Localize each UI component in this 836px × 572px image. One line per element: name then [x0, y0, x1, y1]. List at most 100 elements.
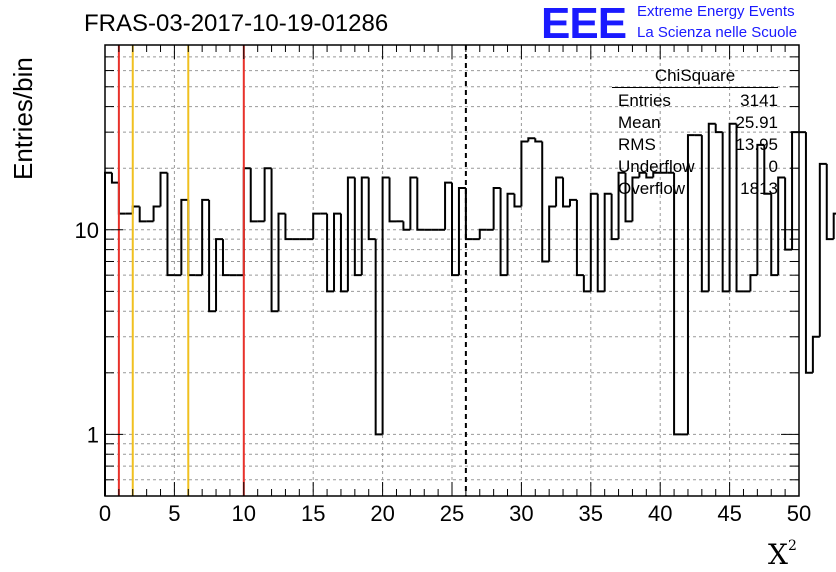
histogram-bin — [645, 172, 654, 179]
histogram-bin — [249, 168, 258, 223]
stats-value: 25.91 — [735, 113, 778, 132]
histogram-bin — [353, 177, 362, 277]
stats-value: 0 — [768, 157, 778, 176]
x-tick-label: 35 — [579, 501, 603, 526]
y-axis-label: Entries/bin — [8, 57, 38, 180]
histogram-bin — [117, 182, 126, 215]
x-tick-label: 50 — [787, 501, 811, 526]
histogram-bin — [770, 193, 779, 277]
histogram-bin — [242, 167, 251, 276]
histogram-bin — [811, 335, 820, 373]
histogram-bin — [763, 144, 772, 195]
histogram-bin — [596, 193, 605, 293]
histogram-bin — [104, 171, 112, 496]
histogram-bin — [784, 177, 793, 251]
histogram-bin — [686, 134, 695, 435]
histogram-bin — [513, 193, 522, 208]
histogram-bin — [215, 238, 223, 312]
histogram-bin — [374, 239, 383, 436]
histogram-bin — [221, 239, 230, 277]
stats-label: Entries — [618, 91, 671, 110]
histogram-bin — [631, 176, 640, 222]
stats-row-mean: Mean 25.91 — [608, 112, 778, 134]
x-tick-label: 0 — [99, 501, 111, 526]
histogram-bin — [166, 172, 175, 277]
histogram-bin — [617, 171, 626, 240]
histogram-bin — [152, 205, 161, 222]
histogram-bin — [527, 137, 536, 142]
histogram-bin — [492, 187, 501, 230]
histogram-bin — [575, 199, 584, 277]
histogram-bin — [624, 172, 633, 223]
histogram-bin — [381, 176, 390, 435]
x-tick-label: 20 — [370, 501, 394, 526]
x-axis-label-superscript: 2 — [787, 538, 797, 554]
stats-label: Underflow — [618, 157, 695, 176]
stats-label: RMS — [618, 135, 656, 154]
histogram-bin — [326, 213, 335, 293]
histogram-bin — [451, 182, 459, 277]
stats-row-underflow: Underflow 0 — [608, 156, 778, 178]
stats-value: 1813 — [740, 179, 778, 198]
x-tick-label: 40 — [648, 501, 672, 526]
histogram-bin — [187, 199, 196, 277]
x-tick-label: 45 — [717, 501, 741, 526]
stats-row-entries: Entries 3141 — [608, 90, 778, 112]
histogram-bin — [333, 212, 341, 292]
x-tick-label: 15 — [301, 501, 325, 526]
histogram-bin — [388, 177, 397, 223]
histogram-bin — [360, 176, 369, 276]
stats-row-overflow: Overflow 1813 — [608, 178, 778, 200]
histogram-group — [104, 122, 836, 496]
grid-lines — [104, 44, 800, 497]
stats-label: Overflow — [618, 179, 686, 198]
histogram-bin — [110, 172, 119, 184]
histogram-bin — [346, 176, 355, 292]
histogram-bin — [728, 122, 737, 292]
histogram-bin — [201, 198, 210, 276]
histogram-bin — [562, 177, 570, 208]
histogram-bin — [138, 206, 147, 223]
histogram-bin — [263, 167, 272, 222]
histogram-bin — [714, 123, 723, 134]
histogram-bin — [548, 205, 557, 262]
histogram-bin — [180, 198, 189, 276]
histogram-bin — [735, 123, 744, 293]
histogram-bin — [457, 187, 466, 276]
histogram-bin — [534, 138, 543, 143]
histogram-bin — [284, 213, 293, 241]
histogram-bin — [673, 172, 682, 436]
y-tick-label: 10 — [75, 218, 99, 243]
histogram-bin — [159, 171, 168, 207]
histogram-bin — [791, 131, 799, 250]
histogram-bin — [582, 275, 591, 293]
histogram-bin — [638, 171, 647, 178]
histogram-bin — [478, 228, 487, 240]
histogram-bin — [589, 192, 598, 292]
logo-line-2: La Scienza nelle Scuole — [637, 24, 798, 41]
x-tick-label: 10 — [232, 501, 256, 526]
stats-title: ChiSquare — [612, 66, 778, 88]
histogram-bin — [339, 213, 348, 293]
x-tick-label: 5 — [168, 501, 180, 526]
chart-title: FRAS-03-2017-10-19-01286 — [84, 10, 389, 37]
histogram-bin — [277, 212, 286, 312]
stats-value: 13.95 — [735, 135, 778, 154]
histogram-bin — [520, 140, 529, 207]
x-tick-label: 25 — [440, 501, 464, 526]
histogram-bin — [756, 143, 765, 276]
histogram-bin — [568, 198, 577, 207]
histogram-bin — [721, 132, 730, 293]
histogram-bin — [208, 199, 217, 313]
histogram-bin — [499, 188, 508, 277]
histogram-bin — [749, 274, 758, 292]
histogram-bin — [416, 177, 425, 231]
stats-row-rms: RMS 13.95 — [608, 134, 778, 156]
histogram-bin — [832, 212, 836, 240]
histogram-bin — [707, 122, 716, 292]
histogram-bin — [131, 205, 140, 214]
histogram-bin — [367, 177, 376, 241]
axis-ticks: 0 5 10 15 20 25 30 35 40 45 50 1 10 — [75, 44, 811, 526]
stats-label: Mean — [618, 113, 661, 132]
